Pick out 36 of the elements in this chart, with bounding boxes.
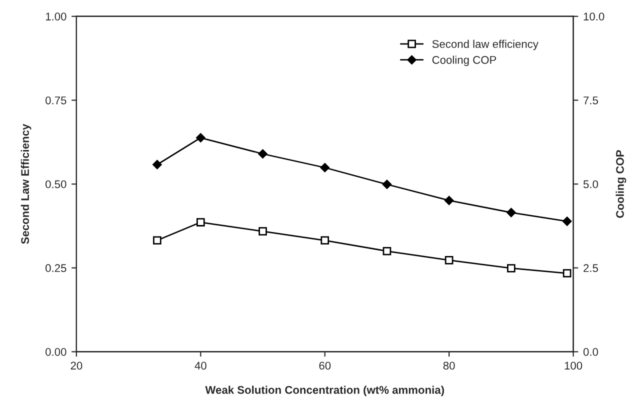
point bbox=[320, 236, 330, 245]
point bbox=[506, 208, 516, 218]
point bbox=[258, 227, 267, 236]
y2-tick-label: 0.0 bbox=[583, 348, 598, 356]
point bbox=[196, 133, 206, 142]
x-axis-title: Weak Solution Concentration (wt% ammonia) bbox=[205, 386, 444, 396]
y-axis-title: Second Law Efficiency bbox=[20, 124, 32, 244]
x-tick-label: 80 bbox=[443, 362, 455, 370]
point bbox=[153, 236, 162, 245]
x-tick-label: 100 bbox=[564, 362, 582, 370]
x-tick-label: 20 bbox=[70, 362, 82, 370]
point bbox=[152, 160, 162, 170]
legend-label: Second law efficiency bbox=[432, 40, 538, 50]
point bbox=[507, 264, 516, 272]
point bbox=[320, 162, 330, 172]
point bbox=[258, 149, 268, 158]
y2-tick-label: 10.0 bbox=[584, 12, 604, 20]
y-tick-label: 0.50 bbox=[46, 180, 66, 188]
y2-tick-label: 5.0 bbox=[583, 180, 598, 188]
legend-label: Cooling COP bbox=[432, 56, 496, 66]
y-tick-label: 0.00 bbox=[46, 348, 66, 356]
point bbox=[196, 218, 205, 226]
y-tick-label: 0.25 bbox=[46, 264, 66, 272]
point bbox=[382, 180, 392, 190]
point bbox=[444, 196, 454, 206]
point bbox=[562, 216, 572, 226]
x-tick-label: 40 bbox=[194, 362, 206, 370]
point bbox=[562, 269, 572, 278]
point bbox=[382, 246, 392, 256]
point bbox=[444, 256, 454, 264]
y2-tick-label: 7.5 bbox=[584, 96, 598, 104]
y-tick-label: 0.75 bbox=[46, 96, 66, 104]
y2-tick-label: 2.5 bbox=[584, 264, 598, 272]
x-tick-label: 60 bbox=[319, 362, 331, 370]
y-tick-label: 1.00 bbox=[46, 12, 66, 20]
y2-axis-title: Cooling COP bbox=[616, 150, 626, 218]
